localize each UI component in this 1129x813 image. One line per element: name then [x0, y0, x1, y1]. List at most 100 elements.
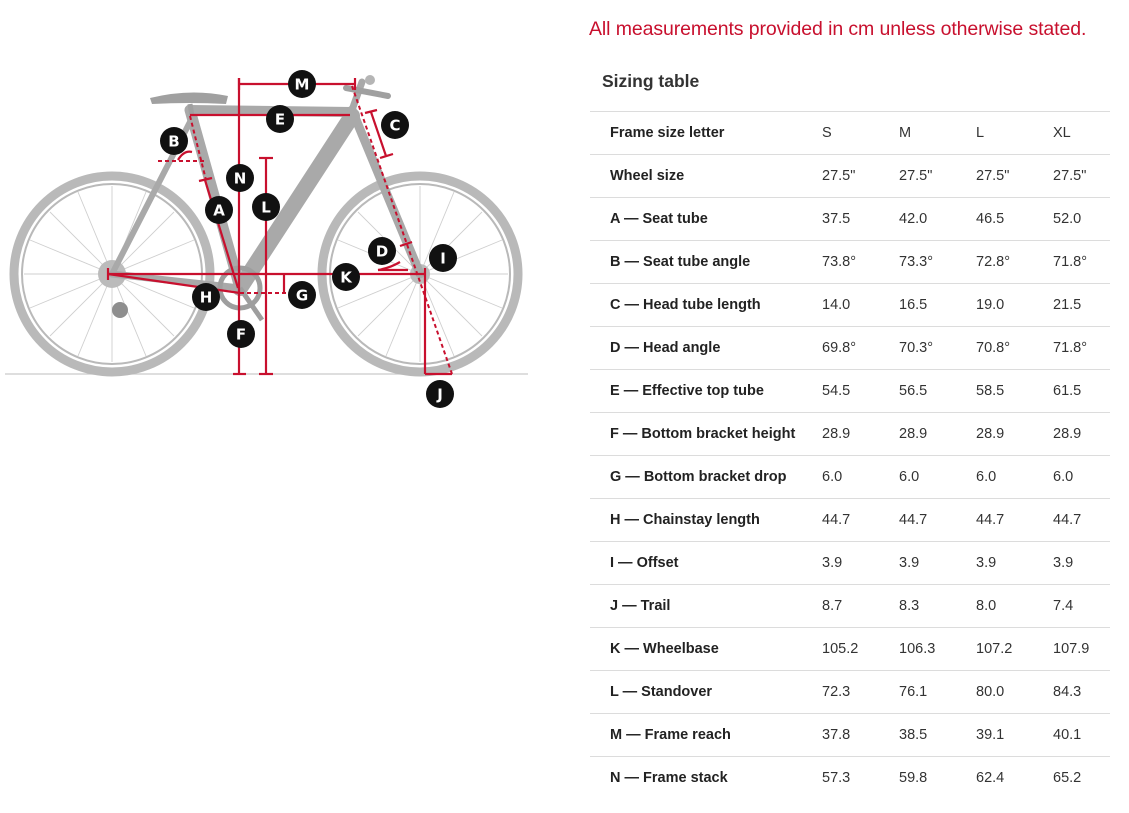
label-i: I: [429, 244, 457, 272]
label-h: H: [192, 283, 220, 311]
table-row: G — Bottom bracket drop 6.0 6.0 6.0 6.0: [590, 455, 1110, 499]
label-f: F: [227, 320, 255, 348]
label-e: E: [266, 105, 294, 133]
label-g: G: [288, 281, 316, 309]
row-value: 6.0: [1053, 469, 1074, 485]
row-label: L — Standover: [610, 684, 713, 700]
table-row: C — Head tube length 14.0 16.5 19.0 21.5: [590, 283, 1110, 327]
row-value: 44.7: [822, 512, 851, 528]
row-value: 65.2: [1053, 770, 1082, 787]
row-value: 8.3: [899, 598, 920, 614]
table-row: K — Wheelbase 105.2 106.3 107.2 107.9: [590, 627, 1110, 671]
table-row: M — Frame reach 37.8 38.5 39.1 40.1: [590, 713, 1110, 757]
row-value: 44.7: [899, 512, 928, 528]
row-value: 84.3: [1053, 684, 1082, 700]
row-label: H — Chainstay length: [610, 512, 760, 528]
row-value: 72.8°: [976, 254, 1011, 270]
row-value: 8.7: [822, 598, 843, 614]
svg-text:M: M: [295, 76, 310, 94]
column-header-m: M: [899, 125, 912, 141]
row-value: 3.9: [1053, 555, 1074, 571]
row-label: I — Offset: [610, 555, 679, 571]
row-value: 14.0: [822, 297, 851, 313]
label-l: L: [252, 193, 280, 221]
row-label: D — Head angle: [610, 340, 721, 356]
row-value: 27.5": [1053, 168, 1087, 184]
row-value: 107.2: [976, 641, 1013, 657]
row-value: 61.5: [1053, 383, 1082, 399]
svg-text:B: B: [168, 133, 179, 151]
svg-text:G: G: [296, 287, 308, 305]
sizing-table: Frame size letter S M L XL Wheel size 27.…: [590, 111, 1110, 800]
row-value: 27.5": [899, 168, 933, 184]
row-value: 19.0: [976, 297, 1005, 313]
row-label: M — Frame reach: [610, 727, 731, 743]
row-value: 71.8°: [1053, 340, 1088, 356]
row-value: 21.5: [1053, 297, 1082, 313]
label-k: K: [332, 263, 360, 291]
bike-geometry-diagram: M E C B N L A D I K H G: [5, 70, 528, 408]
row-value: 56.5: [899, 383, 928, 399]
row-value: 54.5: [822, 383, 851, 399]
row-value: 42.0: [899, 211, 928, 227]
table-row: D — Head angle 69.8° 70.3° 70.8° 71.8°: [590, 326, 1110, 370]
row-value: 37.8: [822, 727, 851, 743]
label-m: M: [288, 70, 316, 98]
row-value: 3.9: [899, 555, 920, 571]
row-value: 3.9: [822, 555, 843, 571]
row-value: 52.0: [1053, 211, 1082, 227]
row-label: A — Seat tube: [610, 211, 708, 227]
row-value: 6.0: [822, 469, 843, 485]
measurement-notice: All measurements provided in cm unless o…: [589, 18, 1087, 40]
row-label: N — Frame stack: [610, 770, 728, 787]
table-header-row: Frame size letter S M L XL: [590, 111, 1110, 155]
sizing-table-body: Frame size letter S M L XL Wheel size 27.…: [590, 111, 1110, 800]
table-row: I — Offset 3.9 3.9 3.9 3.9: [590, 541, 1110, 585]
row-value: 70.3°: [899, 340, 934, 356]
svg-text:N: N: [234, 170, 247, 188]
row-value: 44.7: [1053, 512, 1082, 528]
column-header-s: S: [822, 125, 832, 141]
row-value: 76.1: [899, 684, 928, 700]
row-value: 27.5": [976, 168, 1010, 184]
label-j: J: [426, 380, 454, 408]
table-row: J — Trail 8.7 8.3 8.0 7.4: [590, 584, 1110, 628]
row-value: 106.3: [899, 641, 936, 657]
row-value: 58.5: [976, 383, 1005, 399]
svg-text:H: H: [200, 289, 213, 307]
table-row: F — Bottom bracket height 28.9 28.9 28.9 28.…: [590, 412, 1110, 456]
row-value: 39.1: [976, 727, 1005, 743]
row-value: 8.0: [976, 598, 997, 614]
row-value: 46.5: [976, 211, 1005, 227]
row-value: 59.8: [899, 770, 928, 787]
label-n: N: [226, 164, 254, 192]
row-value: 40.1: [1053, 727, 1082, 743]
label-a: A: [205, 196, 233, 224]
row-value: 37.5: [822, 211, 851, 227]
label-c: C: [381, 111, 409, 139]
row-value: 6.0: [899, 469, 920, 485]
row-value: 80.0: [976, 684, 1005, 700]
column-header-frame-size: Frame size letter: [610, 125, 725, 141]
row-value: 27.5": [822, 168, 856, 184]
row-label: C — Head tube length: [610, 297, 761, 313]
label-b: B: [160, 127, 188, 155]
row-value: 105.2: [822, 641, 859, 657]
table-row: H — Chainstay length 44.7 44.7 44.7 44.7: [590, 498, 1110, 542]
label-d: D: [368, 237, 396, 265]
row-value: 28.9: [822, 426, 851, 442]
row-value: 70.8°: [976, 340, 1011, 356]
svg-text:E: E: [275, 111, 285, 129]
row-label: Wheel size: [610, 168, 685, 184]
row-value: 28.9: [1053, 426, 1082, 442]
row-value: 16.5: [899, 297, 928, 313]
svg-text:C: C: [389, 117, 400, 135]
table-row: E — Effective top tube 54.5 56.5 58.5 61.5: [590, 369, 1110, 413]
row-value: 73.8°: [822, 254, 857, 270]
row-value: 28.9: [976, 426, 1005, 442]
table-row: B — Seat tube angle 73.8° 73.3° 72.8° 71.8°: [590, 240, 1110, 284]
row-value: 69.8°: [822, 340, 857, 356]
column-header-l: L: [976, 125, 985, 141]
row-value: 7.4: [1053, 598, 1074, 614]
row-value: 28.9: [899, 426, 928, 442]
